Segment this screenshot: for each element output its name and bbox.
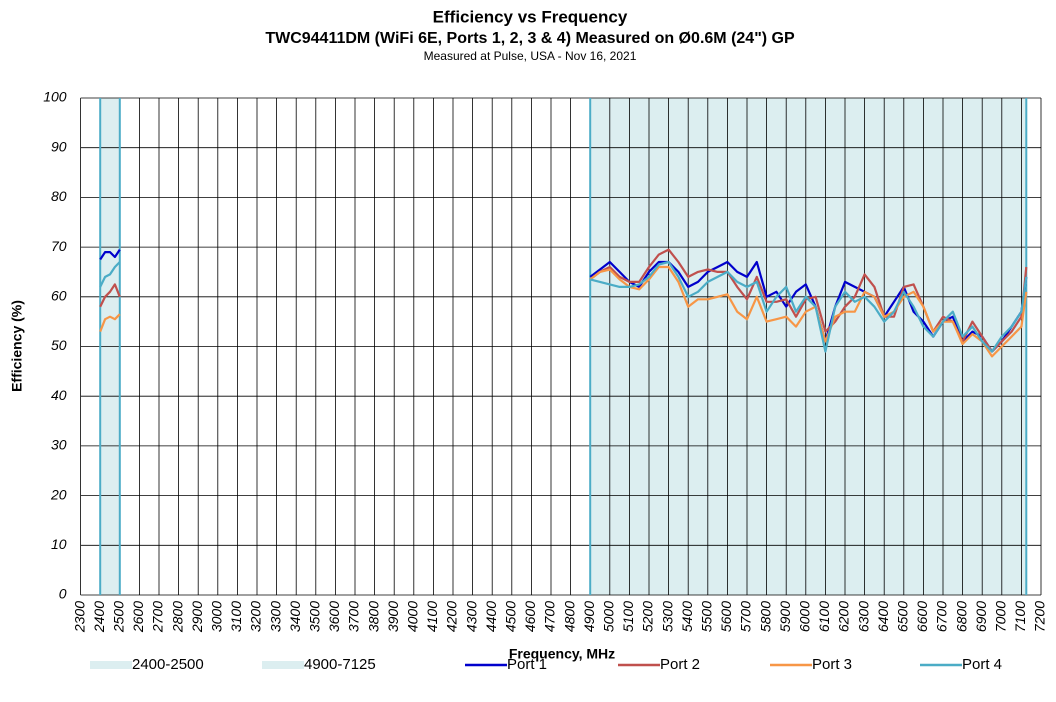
x-tick-label: 3200 [248,601,264,632]
x-tick-label: 4300 [463,601,479,632]
x-tick-label: 6100 [816,601,832,632]
x-tick-label: 6700 [934,601,950,632]
x-tick-label: 5600 [718,601,734,632]
y-tick-label: 40 [51,387,67,403]
legend-label: Port 1 [507,656,547,673]
y-tick-label: 10 [51,536,67,552]
chart-note: Measured at Pulse, USA - Nov 16, 2021 [424,49,637,63]
x-tick-label: 3100 [228,601,244,632]
x-tick-label: 5300 [659,601,675,632]
chart-subtitle: TWC94411DM (WiFi 6E, Ports 1, 2, 3 & 4) … [265,30,795,47]
x-tick-label: 4900 [581,601,597,632]
x-tick-label: 7200 [1032,601,1048,632]
legend-label: 2400-2500 [132,656,204,673]
x-tick-label: 3900 [385,601,401,632]
x-tick-label: 4000 [405,601,421,632]
legend-label: Port 2 [660,656,700,673]
x-axis-label: Frequency, MHz [509,646,615,662]
x-tick-label: 4400 [483,601,499,632]
x-tick-label: 3400 [287,601,303,632]
x-tick-label: 5900 [777,601,793,632]
x-tick-label: 4800 [561,601,577,632]
legend-label: Port 4 [962,656,1002,673]
legend-label: Port 3 [812,656,852,673]
x-tick-label: 2400 [91,601,107,633]
y-tick-label: 20 [50,486,67,502]
x-tick-label: 6200 [836,601,852,632]
x-tick-label: 4200 [444,601,460,632]
x-tick-label: 3300 [267,601,283,632]
x-tick-label: 3500 [307,601,323,632]
series-line [99,265,1028,358]
x-tick-label: 5000 [601,601,617,632]
y-tick-label: 70 [51,238,67,254]
x-tick-label: 2600 [130,601,146,633]
x-tick-label: 6800 [953,601,969,632]
legend-swatch [90,661,132,669]
x-tick-label: 2700 [150,601,166,633]
x-tick-label: 7100 [1012,601,1028,632]
x-tick-label: 3800 [365,601,381,632]
x-tick-label: 6600 [914,601,930,632]
x-tick-label: 5400 [679,601,695,632]
x-tick-label: 2900 [189,601,205,633]
legend-swatch [262,661,304,669]
x-tick-label: 4600 [522,601,538,632]
x-tick-label: 6300 [855,601,871,632]
x-tick-label: 5100 [620,601,636,632]
legend-label: 4900-7125 [304,656,376,673]
y-tick-label: 0 [59,586,67,602]
x-tick-label: 5500 [699,601,715,632]
x-tick-label: 6000 [797,601,813,632]
y-tick-label: 50 [51,337,67,353]
x-tick-label: 2800 [169,601,185,633]
x-tick-label: 4100 [424,601,440,632]
x-tick-label: 5200 [640,601,656,632]
y-tick-label: 30 [51,437,67,453]
x-tick-label: 4700 [542,601,558,632]
x-tick-label: 7000 [993,601,1009,632]
x-tick-label: 3000 [209,601,225,632]
x-tick-label: 4500 [503,601,519,632]
y-tick-label: 60 [51,288,67,304]
x-tick-label: 6400 [875,601,891,632]
y-tick-label: 80 [51,188,67,204]
series-line [99,260,1028,353]
y-tick-label: 100 [43,89,67,105]
x-tick-label: 2500 [111,601,127,633]
x-tick-label: 5700 [738,601,754,632]
x-tick-label: 5800 [757,601,773,632]
chart-title: Efficiency vs Frequency [433,7,628,26]
x-tick-label: 6900 [973,601,989,632]
x-tick-label: 3600 [326,601,342,632]
x-tick-label: 3700 [346,601,362,632]
y-axis-label: Efficiency (%) [9,300,25,392]
y-tick-label: 90 [51,138,67,154]
x-tick-label: 6500 [895,601,911,632]
x-tick-label: 2300 [71,601,87,633]
